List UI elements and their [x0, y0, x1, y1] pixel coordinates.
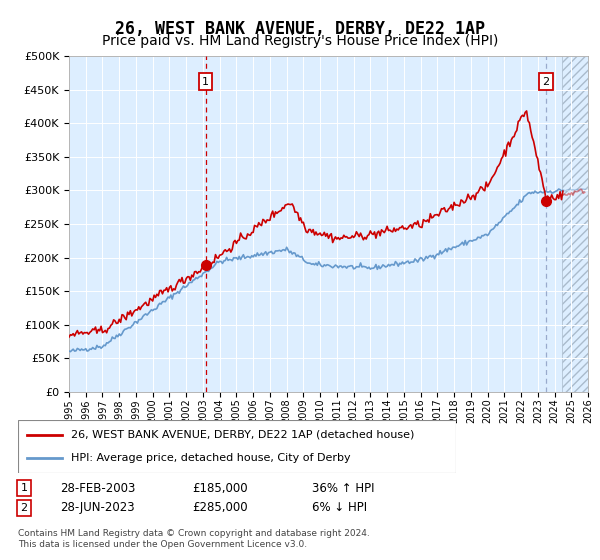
Text: 26, WEST BANK AVENUE, DERBY, DE22 1AP (detached house): 26, WEST BANK AVENUE, DERBY, DE22 1AP (d…	[71, 430, 414, 440]
Text: 1: 1	[20, 483, 28, 493]
Bar	[562, 56, 588, 392]
Text: 36% ↑ HPI: 36% ↑ HPI	[312, 482, 374, 495]
Text: Price paid vs. HM Land Registry's House Price Index (HPI): Price paid vs. HM Land Registry's House …	[102, 34, 498, 48]
Text: 28-JUN-2023: 28-JUN-2023	[60, 501, 134, 515]
Text: 2: 2	[20, 503, 28, 513]
Text: 26, WEST BANK AVENUE, DERBY, DE22 1AP: 26, WEST BANK AVENUE, DERBY, DE22 1AP	[115, 20, 485, 38]
Text: 2: 2	[542, 77, 550, 87]
Text: £285,000: £285,000	[192, 501, 248, 515]
Text: HPI: Average price, detached house, City of Derby: HPI: Average price, detached house, City…	[71, 453, 350, 463]
Text: 28-FEB-2003: 28-FEB-2003	[60, 482, 136, 495]
Text: £185,000: £185,000	[192, 482, 248, 495]
Text: 1: 1	[202, 77, 209, 87]
Text: 6% ↓ HPI: 6% ↓ HPI	[312, 501, 367, 515]
Text: Contains HM Land Registry data © Crown copyright and database right 2024.
This d: Contains HM Land Registry data © Crown c…	[18, 529, 370, 549]
